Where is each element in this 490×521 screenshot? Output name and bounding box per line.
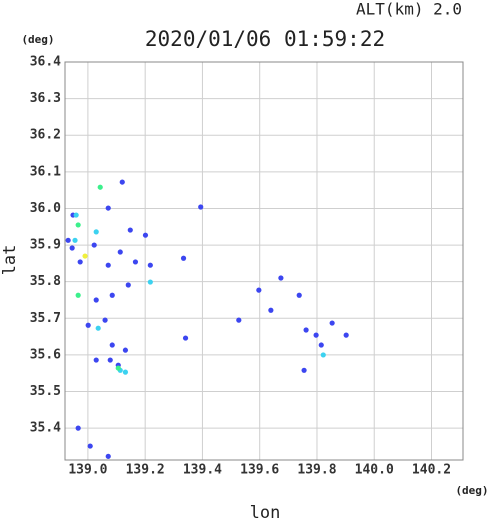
x-axis-label: lon	[250, 503, 281, 521]
x-tick-label: 139.4	[183, 463, 222, 478]
echo-point	[82, 253, 88, 259]
y-axis-label: lat	[0, 245, 20, 276]
echo-point	[278, 275, 284, 281]
echo-point	[93, 229, 99, 235]
echo-point	[180, 255, 187, 261]
x-tick-label: 139.6	[240, 463, 279, 478]
echo-point	[73, 212, 79, 218]
echo-point	[72, 237, 78, 243]
x-tick-label: 139.2	[126, 463, 165, 478]
echo-point	[236, 317, 242, 323]
echo-point	[95, 325, 101, 331]
echo-point	[303, 327, 309, 333]
y-tick-label: 36.4	[30, 55, 61, 70]
echo-point	[132, 259, 139, 265]
echo-point	[343, 332, 349, 338]
echo-point	[105, 205, 111, 211]
chart-title: 2020/01/06 01:59:22	[145, 27, 385, 51]
echo-point	[125, 282, 131, 288]
echo-point	[97, 184, 103, 190]
echo-point	[107, 357, 113, 363]
y-tick-label: 36.1	[30, 164, 61, 179]
x-tick-label: 139.8	[297, 463, 336, 478]
echo-point	[268, 307, 274, 313]
echo-point	[87, 443, 93, 449]
y-unit: (deg)	[21, 33, 54, 46]
echo-point	[75, 222, 81, 228]
y-tick-label: 35.5	[30, 384, 61, 399]
x-tick-label: 139.0	[68, 463, 107, 478]
echo-point	[318, 342, 324, 348]
echo-point	[109, 292, 115, 298]
echo-point	[329, 320, 335, 326]
echo-point	[93, 297, 99, 303]
echo-point	[75, 292, 81, 298]
x-tick-label: 140.0	[355, 463, 394, 478]
plot-frame	[64, 61, 464, 461]
x-tick-label: 140.2	[412, 463, 451, 478]
echo-point	[105, 262, 111, 268]
echo-point	[75, 425, 81, 431]
y-tick-label: 36.3	[30, 91, 61, 106]
echo-point	[127, 227, 133, 233]
echo-point	[109, 342, 115, 348]
y-tick-label: 35.7	[30, 311, 61, 326]
altitude-label: ALT(km) 2.0	[356, 0, 462, 19]
echo-point	[115, 365, 121, 371]
y-tick-label: 35.8	[30, 274, 61, 289]
x-unit: (deg)	[455, 484, 488, 497]
echo-point	[147, 262, 153, 268]
echo-point	[69, 245, 75, 251]
echo-point	[313, 332, 319, 338]
echo-point	[85, 322, 91, 328]
echo-point	[119, 179, 125, 185]
echo-point	[256, 287, 262, 293]
y-tick-label: 35.9	[30, 238, 61, 253]
echo-point	[301, 367, 307, 373]
echo-point	[77, 259, 83, 265]
echo-point	[117, 249, 123, 255]
y-tick-label: 36.0	[30, 201, 61, 216]
echo-point	[91, 242, 97, 248]
y-tick-label: 35.4	[30, 421, 61, 436]
echo-point	[147, 279, 153, 285]
echo-point	[122, 347, 129, 353]
echo-point	[198, 204, 204, 210]
y-tick-label: 35.6	[30, 347, 61, 362]
echo-point	[102, 317, 108, 323]
echo-point	[142, 232, 149, 238]
echo-point	[122, 369, 129, 375]
echo-point	[65, 237, 71, 243]
echo-point	[93, 357, 99, 363]
echo-point	[320, 352, 326, 358]
echo-point	[182, 335, 189, 341]
y-tick-label: 36.2	[30, 128, 61, 143]
echo-point	[105, 453, 111, 459]
echo-point	[296, 292, 302, 298]
